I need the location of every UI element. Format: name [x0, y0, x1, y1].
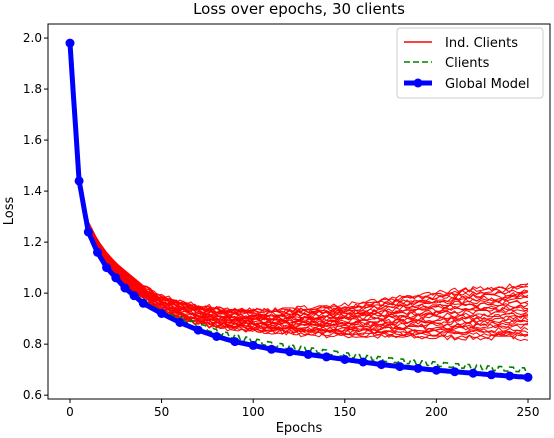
global-model-point: [413, 363, 423, 373]
global-model-point: [83, 227, 93, 237]
plot-area: [65, 38, 533, 382]
x-tick-label: 50: [154, 405, 169, 419]
global-model-point: [285, 347, 295, 357]
legend-marker-global-model: [413, 78, 423, 88]
global-model-point: [93, 247, 102, 257]
y-tick-label: 1.8: [23, 82, 42, 96]
global-model-point: [450, 367, 460, 377]
global-model-point: [212, 332, 222, 341]
y-tick-label: 1.6: [23, 133, 42, 147]
x-tick-label: 250: [517, 405, 540, 419]
global-model-point: [303, 349, 313, 359]
client-curve: [69, 43, 529, 314]
global-model-point: [376, 360, 386, 370]
global-model-point: [486, 370, 496, 380]
x-tick-label: 0: [66, 405, 74, 419]
global-model-point: [358, 357, 368, 367]
x-tick-label: 150: [333, 405, 356, 419]
global-model-point: [175, 318, 185, 327]
global-model-point: [523, 372, 533, 382]
legend-box: [396, 27, 544, 99]
client-curve: [69, 44, 529, 329]
y-tick-label: 0.6: [23, 388, 42, 402]
axes-frame: [47, 23, 551, 400]
global-model-point: [395, 362, 405, 372]
series-group: [65, 38, 533, 382]
global-model-point: [138, 298, 148, 308]
global-model-point: [193, 325, 203, 335]
legend-label-clients: Clients: [445, 56, 490, 71]
global-model-point: [65, 38, 75, 48]
legend-label-ind-clients: Ind. Clients: [445, 36, 518, 51]
global-model-point: [322, 352, 331, 362]
global-model-point: [102, 263, 112, 273]
legend: Ind. Clients Clients Global Model: [396, 27, 544, 99]
client-curve: [69, 44, 529, 326]
x-axis: 0 50 100 150 200 250: [66, 399, 539, 419]
global-model-point: [74, 176, 84, 186]
x-tick-label: 100: [242, 405, 265, 419]
y-tick-label: 2.0: [23, 31, 42, 45]
y-tick-label: 1.0: [23, 286, 42, 300]
global-model-point: [267, 344, 276, 354]
global-model-point: [431, 365, 441, 375]
global-model-point: [129, 291, 139, 301]
global-model-point: [111, 273, 121, 283]
global-model-point: [505, 371, 515, 381]
global-model-point: [340, 355, 350, 364]
global-model-point: [248, 340, 258, 350]
chart-title: Loss over epochs, 30 clients: [193, 0, 405, 18]
y-tick-label: 1.4: [23, 184, 42, 198]
y-tick-label: 1.2: [23, 235, 42, 249]
global-model-point: [230, 337, 240, 347]
x-tick-label: 200: [425, 405, 448, 419]
client-curve: [69, 45, 528, 333]
global-model-point: [157, 309, 167, 318]
global-model-point: [468, 368, 478, 378]
global-model-point: [120, 283, 130, 293]
y-axis-label: Loss: [2, 197, 17, 226]
x-axis-label: Epochs: [276, 421, 323, 436]
y-axis: 0.6 0.8 1.0 1.2 1.4 1.6 1.8 2.0: [23, 31, 48, 402]
y-tick-label: 0.8: [23, 337, 42, 351]
legend-label-global-model: Global Model: [445, 77, 530, 92]
